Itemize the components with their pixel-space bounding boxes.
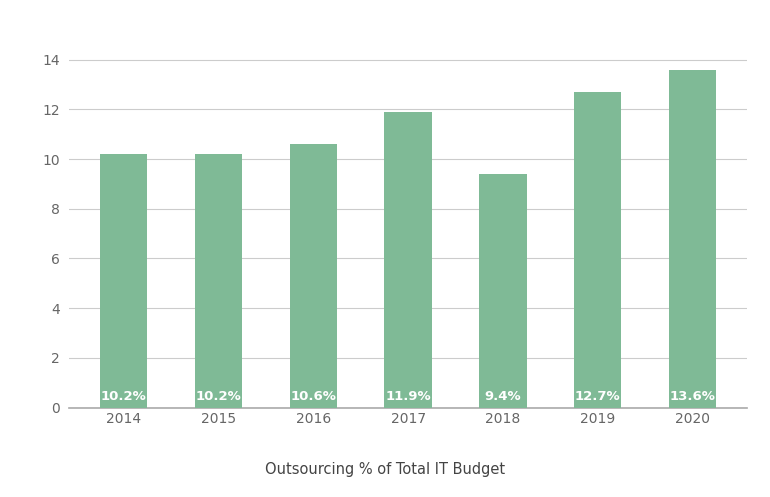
Text: 13.6%: 13.6%	[669, 390, 715, 403]
Text: 10.2%: 10.2%	[101, 390, 146, 403]
Bar	[290, 144, 337, 408]
Bar	[100, 154, 148, 408]
Text: 11.9%: 11.9%	[385, 390, 431, 403]
Text: 10.2%: 10.2%	[196, 390, 242, 403]
Bar	[195, 154, 243, 408]
Text: 9.4%: 9.4%	[484, 390, 521, 403]
Text: 10.6%: 10.6%	[290, 390, 336, 403]
Bar	[384, 112, 432, 408]
Text: 12.7%: 12.7%	[575, 390, 621, 403]
Bar	[479, 174, 527, 408]
Bar	[668, 70, 716, 408]
Text: Outsourcing % of Total IT Budget: Outsourcing % of Total IT Budget	[265, 462, 505, 477]
Bar	[574, 92, 621, 408]
